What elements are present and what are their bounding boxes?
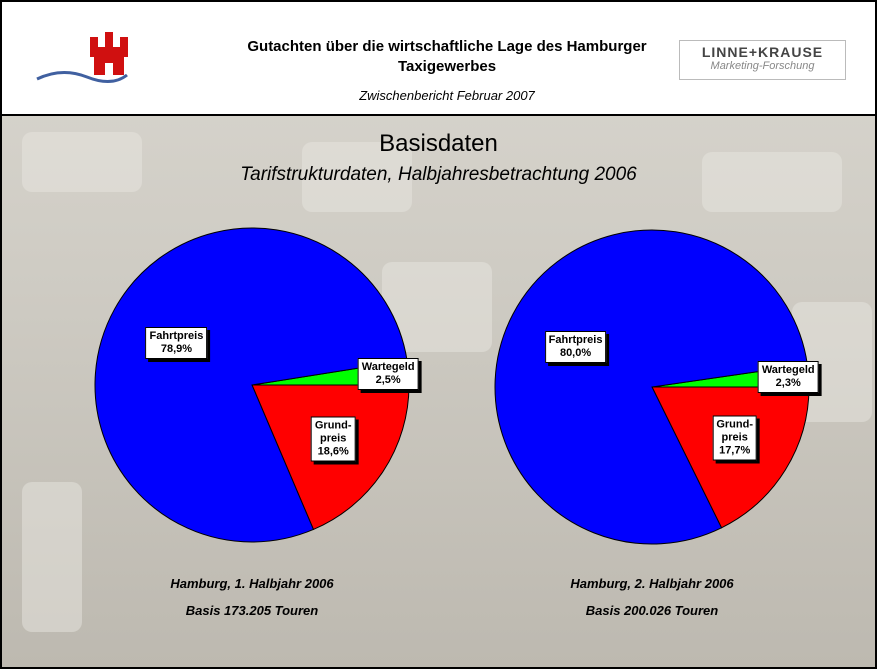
- slide: Gutachten über die wirtschaftliche Lage …: [0, 0, 877, 669]
- chart-caption: Hamburg, 1. Halbjahr 2006: [102, 576, 402, 591]
- slide-subtitle: Tarifstrukturdaten, Halbjahresbetrachtun…: [2, 164, 875, 186]
- slice-name: Wartegeld: [362, 361, 415, 374]
- slice-value: 78,9%: [150, 343, 204, 356]
- hamburg-logo: [32, 27, 132, 97]
- slice-name: Wartegeld: [762, 364, 815, 377]
- logo-tagline: Marketing-Forschung: [680, 60, 845, 72]
- slice-name: Fahrtpreis: [549, 334, 603, 347]
- slice-value: 17,7%: [716, 445, 753, 458]
- slice-value: 80,0%: [549, 347, 603, 360]
- slice-value: 2,3%: [762, 377, 815, 390]
- slice-name: Fahrtpreis: [150, 330, 204, 343]
- chart-caption-sub: Basis 173.205 Touren: [102, 603, 402, 618]
- chart-caption: Hamburg, 2. Halbjahr 2006: [502, 576, 802, 591]
- slice-name: Grund- preis: [315, 419, 352, 445]
- header-subtitle: Zwischenbericht Februar 2007: [232, 88, 662, 103]
- header-title: Gutachten über die wirtschaftliche Lage …: [232, 37, 662, 77]
- slice-name: Grund- preis: [716, 419, 753, 445]
- slice-value: 2,5%: [362, 374, 415, 387]
- chart-caption-sub: Basis 200.026 Touren: [502, 603, 802, 618]
- slice-value: 18,6%: [315, 445, 352, 458]
- slide-title: Basisdaten: [2, 130, 875, 158]
- header: Gutachten über die wirtschaftliche Lage …: [2, 2, 875, 116]
- logo-name: LINNE+KRAUSE: [680, 44, 845, 60]
- company-logo: LINNE+KRAUSE Marketing-Forschung: [679, 40, 846, 80]
